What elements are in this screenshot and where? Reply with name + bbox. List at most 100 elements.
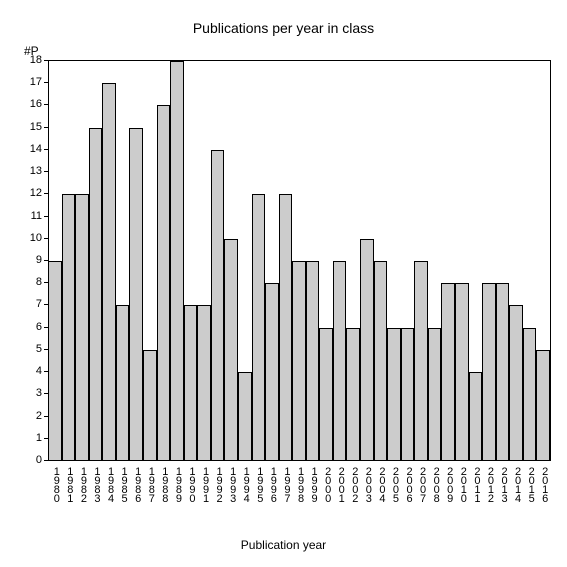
bar bbox=[401, 328, 415, 461]
y-tick bbox=[44, 60, 48, 61]
bar bbox=[455, 283, 469, 461]
bar bbox=[224, 239, 238, 461]
bar bbox=[116, 305, 130, 461]
bar bbox=[374, 261, 388, 461]
bar bbox=[265, 283, 279, 461]
x-tick-label: 2006 bbox=[402, 466, 415, 502]
x-tick-label: 1991 bbox=[198, 466, 211, 502]
chart-container: Publications per year in class #P Public… bbox=[0, 0, 567, 567]
y-tick-label: 10 bbox=[20, 232, 42, 244]
y-tick bbox=[44, 260, 48, 261]
y-tick bbox=[44, 438, 48, 439]
x-tick-label: 2005 bbox=[388, 466, 401, 502]
x-tick-label: 2003 bbox=[361, 466, 374, 502]
bar bbox=[346, 328, 360, 461]
y-tick-label: 4 bbox=[20, 365, 42, 377]
bar bbox=[170, 61, 184, 461]
bar bbox=[211, 150, 225, 461]
y-tick-label: 11 bbox=[20, 210, 42, 222]
bar bbox=[319, 328, 333, 461]
x-tick-label: 2002 bbox=[347, 466, 360, 502]
bar bbox=[360, 239, 374, 461]
x-tick-label: 2000 bbox=[320, 466, 333, 502]
x-tick-label: 1989 bbox=[171, 466, 184, 502]
x-tick-label: 1990 bbox=[184, 466, 197, 502]
x-tick-label: 1993 bbox=[225, 466, 238, 502]
bar bbox=[75, 194, 89, 461]
y-tick bbox=[44, 371, 48, 372]
y-tick bbox=[44, 104, 48, 105]
y-tick bbox=[44, 193, 48, 194]
y-tick-label: 6 bbox=[20, 321, 42, 333]
bar bbox=[414, 261, 428, 461]
bar bbox=[428, 328, 442, 461]
bar bbox=[62, 194, 76, 461]
x-tick-label: 1997 bbox=[279, 466, 292, 502]
y-tick bbox=[44, 327, 48, 328]
bar bbox=[333, 261, 347, 461]
y-tick-label: 7 bbox=[20, 298, 42, 310]
bar bbox=[469, 372, 483, 461]
bar bbox=[387, 328, 401, 461]
bar bbox=[129, 128, 143, 461]
x-tick-label: 2004 bbox=[374, 466, 387, 502]
x-tick-label: 2008 bbox=[429, 466, 442, 502]
y-tick bbox=[44, 349, 48, 350]
x-tick-label: 2011 bbox=[469, 466, 482, 502]
y-tick bbox=[44, 282, 48, 283]
x-tick-label: 1982 bbox=[76, 466, 89, 502]
bar bbox=[279, 194, 293, 461]
y-tick-label: 0 bbox=[20, 454, 42, 466]
x-tick-label: 2001 bbox=[334, 466, 347, 502]
x-tick-label: 2010 bbox=[456, 466, 469, 502]
y-tick bbox=[44, 304, 48, 305]
x-tick-label: 1984 bbox=[103, 466, 116, 502]
x-tick-label: 1981 bbox=[62, 466, 75, 502]
x-tick-label: 1980 bbox=[49, 466, 62, 502]
y-tick-label: 9 bbox=[20, 254, 42, 266]
x-tick-label: 2012 bbox=[483, 466, 496, 502]
bar bbox=[292, 261, 306, 461]
bar bbox=[184, 305, 198, 461]
plot-area bbox=[48, 60, 551, 461]
y-tick bbox=[44, 238, 48, 239]
bar bbox=[536, 350, 550, 461]
bar bbox=[482, 283, 496, 461]
y-tick-label: 17 bbox=[20, 76, 42, 88]
bar bbox=[509, 305, 523, 461]
x-tick-label: 1988 bbox=[157, 466, 170, 502]
x-tick-label: 2016 bbox=[537, 466, 550, 502]
bar bbox=[157, 105, 171, 461]
x-tick-label: 1995 bbox=[252, 466, 265, 502]
y-tick bbox=[44, 127, 48, 128]
x-tick-label: 1983 bbox=[89, 466, 102, 502]
y-tick bbox=[44, 216, 48, 217]
bar bbox=[89, 128, 103, 461]
y-tick bbox=[44, 416, 48, 417]
x-tick-label: 2015 bbox=[524, 466, 537, 502]
x-tick-label: 2007 bbox=[415, 466, 428, 502]
bar bbox=[252, 194, 266, 461]
y-tick-label: 14 bbox=[20, 143, 42, 155]
y-tick-label: 18 bbox=[20, 54, 42, 66]
x-tick-label: 2014 bbox=[510, 466, 523, 502]
y-tick-label: 13 bbox=[20, 165, 42, 177]
bar bbox=[197, 305, 211, 461]
bar bbox=[306, 261, 320, 461]
y-tick-label: 12 bbox=[20, 187, 42, 199]
bar bbox=[496, 283, 510, 461]
x-tick-label: 2009 bbox=[442, 466, 455, 502]
y-tick-label: 5 bbox=[20, 343, 42, 355]
bar bbox=[102, 83, 116, 461]
bar bbox=[238, 372, 252, 461]
y-tick-label: 3 bbox=[20, 387, 42, 399]
y-tick bbox=[44, 82, 48, 83]
bar bbox=[48, 261, 62, 461]
y-tick-label: 15 bbox=[20, 121, 42, 133]
y-tick-label: 1 bbox=[20, 432, 42, 444]
x-tick-label: 1987 bbox=[144, 466, 157, 502]
y-tick bbox=[44, 460, 48, 461]
y-tick bbox=[44, 393, 48, 394]
y-tick-label: 8 bbox=[20, 276, 42, 288]
bar bbox=[441, 283, 455, 461]
